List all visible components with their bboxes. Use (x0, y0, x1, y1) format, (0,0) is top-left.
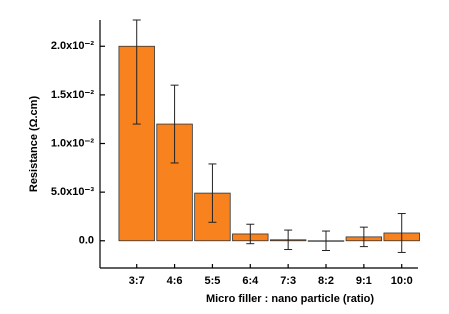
y-tick-label: 1.5x10⁻² (51, 89, 94, 101)
x-tick-label: 5:5 (204, 275, 220, 287)
y-tick-label: 1.0x10⁻² (51, 137, 94, 149)
x-axis-label: Micro filler : nano particle (ratio) (206, 293, 374, 305)
x-tick-label: 8:2 (318, 275, 334, 287)
x-tick-label: 6:4 (242, 275, 259, 287)
y-tick-label: 5.0x10⁻³ (51, 186, 94, 198)
x-tick-label: 7:3 (280, 275, 296, 287)
x-tick-label: 10:0 (391, 275, 413, 287)
x-tick-label: 9:1 (356, 275, 372, 287)
y-tick-label: 0.0 (79, 235, 94, 247)
x-tick-label: 3:7 (129, 275, 145, 287)
x-tick-label: 4:6 (167, 275, 183, 287)
y-axis-label: Resistance (Ω.cm) (28, 96, 40, 193)
y-tick-label: 2.0x10⁻² (51, 40, 94, 52)
